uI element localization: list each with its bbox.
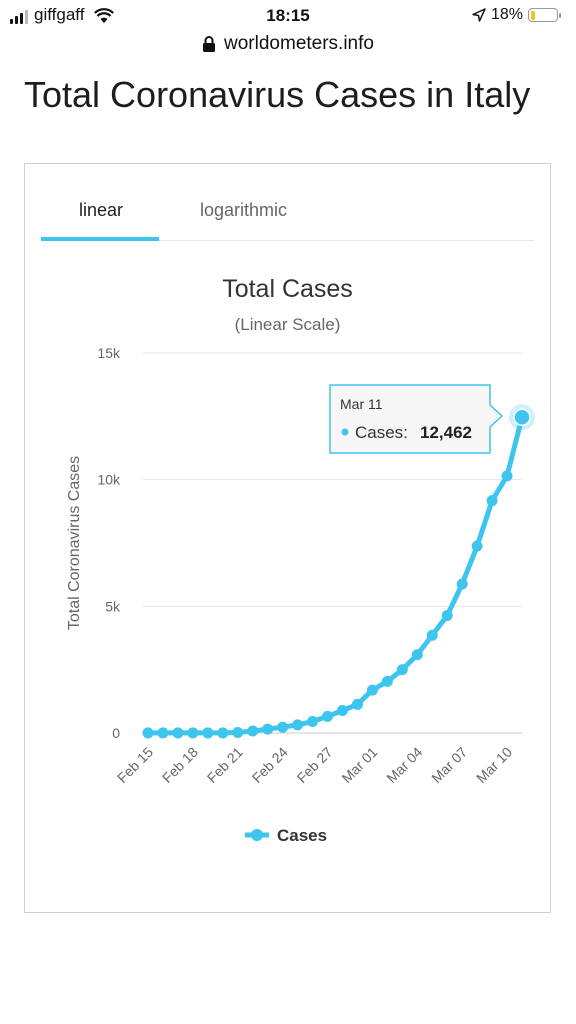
y-tick-label: 10k	[97, 472, 121, 488]
signal-icon	[10, 8, 28, 24]
active-tab-indicator	[41, 237, 159, 241]
tooltip-series-label: Cases:	[355, 423, 408, 442]
y-tick-label: 15k	[97, 345, 121, 361]
data-point	[441, 610, 453, 622]
data-point	[232, 726, 244, 738]
x-tick-label: Feb 21	[204, 744, 246, 786]
data-point	[471, 540, 483, 552]
chart-card: linear logarithmic Total Cases (Linear S…	[24, 163, 551, 913]
page-title: Total Coronavirus Cases in Italy	[24, 74, 531, 115]
clock: 18:15	[266, 6, 310, 25]
data-point	[411, 649, 423, 661]
tooltip-marker	[341, 428, 349, 436]
data-point	[396, 664, 408, 676]
chart-subtitle: (Linear Scale)	[234, 315, 341, 334]
battery-icon	[528, 8, 561, 22]
chart-tabs: linear logarithmic	[41, 164, 534, 241]
y-axis-label: Total Coronavirus Cases	[66, 456, 83, 630]
lock-icon	[203, 36, 216, 52]
chart-title: Total Cases	[222, 275, 353, 303]
url-text[interactable]: worldometers.info	[224, 33, 374, 54]
status-bar: giffgaff 18:15 18%	[0, 0, 576, 30]
tab-logarithmic[interactable]: logarithmic	[200, 200, 288, 220]
data-point	[292, 719, 304, 731]
data-point	[381, 675, 393, 687]
data-point	[322, 710, 334, 722]
legend-marker-cases	[251, 829, 263, 841]
data-point	[142, 727, 154, 739]
data-point	[247, 725, 259, 737]
location-arrow-icon	[472, 8, 486, 22]
data-point	[366, 684, 378, 696]
y-tick-label: 5k	[105, 598, 121, 614]
data-point	[157, 727, 169, 739]
address-bar[interactable]: worldometers.info	[0, 30, 576, 58]
x-tick-label: Mar 07	[428, 744, 470, 786]
data-point	[262, 723, 274, 735]
data-point	[172, 727, 184, 739]
y-tick-label: 0	[112, 725, 120, 741]
series-line-cases	[145, 414, 525, 736]
tooltip-value: 12,462	[420, 423, 472, 442]
x-tick-label: Feb 15	[114, 744, 156, 786]
x-tick-label: Feb 27	[294, 744, 336, 786]
x-tick-label: Mar 04	[383, 744, 425, 786]
data-point	[202, 727, 214, 739]
data-point	[351, 698, 363, 710]
legend-label-cases: Cases	[277, 826, 327, 845]
data-point	[513, 408, 531, 427]
x-tick-label: Feb 24	[249, 744, 291, 786]
x-tick-label: Mar 01	[338, 744, 380, 786]
wifi-icon	[94, 8, 115, 23]
data-point	[501, 470, 513, 482]
data-point	[486, 495, 498, 507]
data-point	[217, 727, 229, 739]
tooltip-box	[329, 384, 504, 454]
data-point	[336, 705, 348, 717]
data-point	[277, 721, 289, 733]
tooltip-date: Mar 11	[340, 396, 383, 412]
data-point	[456, 578, 468, 590]
data-point	[307, 716, 319, 728]
x-tick-label: Mar 10	[473, 744, 515, 786]
data-point	[187, 727, 199, 739]
battery-percent: 18%	[490, 6, 523, 23]
carrier-name: giffgaff	[34, 5, 85, 24]
data-point	[426, 629, 438, 641]
tab-linear[interactable]: linear	[79, 200, 124, 220]
x-tick-label: Feb 18	[159, 744, 201, 786]
